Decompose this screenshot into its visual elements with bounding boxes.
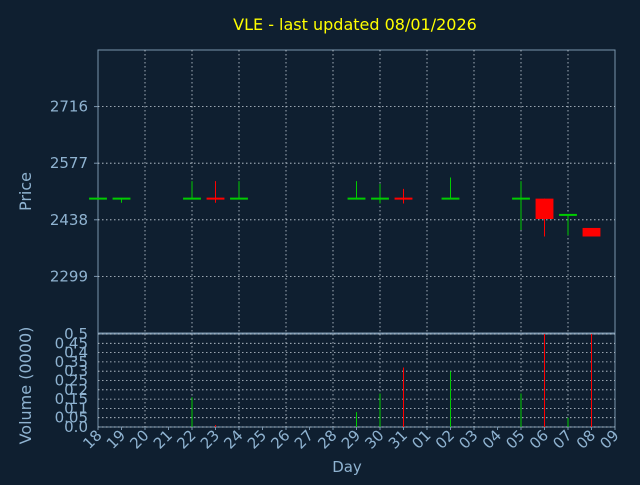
x-tick-label: 09 bbox=[596, 426, 622, 452]
chart-title: VLE - last updated 08/01/2026 bbox=[233, 15, 477, 34]
candle-body bbox=[582, 227, 601, 237]
candle-body bbox=[183, 197, 201, 200]
candle-body bbox=[112, 197, 131, 200]
price-tick-label: 2438 bbox=[50, 211, 88, 229]
x-tick-label: 19 bbox=[103, 426, 129, 452]
x-tick-label: 27 bbox=[291, 426, 317, 452]
price-tick-label: 2577 bbox=[50, 154, 88, 172]
volume-tick-label: 0.4 bbox=[64, 344, 88, 362]
candle-body bbox=[394, 197, 413, 200]
price-plot-frame bbox=[97, 49, 616, 334]
x-tick-label: 05 bbox=[502, 426, 528, 452]
candle-body bbox=[512, 197, 530, 200]
candle-body bbox=[559, 213, 577, 216]
x-tick-label: 30 bbox=[361, 426, 387, 452]
x-tick-label: 26 bbox=[267, 426, 293, 452]
price-tick-label: 2299 bbox=[50, 267, 88, 285]
volume-panel: 0.00.050.10.150.20.250.30.350.40.450.518… bbox=[55, 325, 623, 453]
x-tick-label: 08 bbox=[573, 426, 599, 452]
candle-body bbox=[230, 197, 248, 200]
x-tick-label: 20 bbox=[126, 426, 152, 452]
x-tick-label: 06 bbox=[526, 426, 552, 452]
volume-tick-label: 0.1 bbox=[64, 399, 88, 417]
candle-body bbox=[89, 197, 107, 200]
volume-tick-label: 0.05 bbox=[55, 409, 88, 427]
x-tick-label: 23 bbox=[197, 426, 223, 452]
x-tick-label: 25 bbox=[244, 426, 270, 452]
x-tick-label: 22 bbox=[173, 426, 199, 452]
volume-tick-label: 0.0 bbox=[64, 418, 88, 436]
x-tick-label: 28 bbox=[314, 426, 340, 452]
x-tick-label: 04 bbox=[479, 426, 505, 452]
x-tick-label: 07 bbox=[549, 426, 575, 452]
volume-tick-label: 0.35 bbox=[55, 353, 88, 371]
volume-tick-label: 0.45 bbox=[55, 334, 88, 352]
x-tick-label: 21 bbox=[150, 426, 176, 452]
x-tick-label: 24 bbox=[220, 426, 246, 452]
y-axis-label: Price bbox=[16, 172, 35, 211]
volume-tick-label: 0.2 bbox=[64, 381, 88, 399]
volume-tick-label: 0.3 bbox=[64, 362, 88, 380]
x-tick-label: 29 bbox=[338, 426, 364, 452]
price-panel: 2299 2438 2577 2716 bbox=[50, 49, 616, 334]
candle-body bbox=[371, 197, 389, 200]
candle-body bbox=[441, 197, 460, 200]
candle-body bbox=[347, 197, 366, 200]
candle-body bbox=[535, 198, 554, 219]
x-tick-label: 03 bbox=[455, 426, 481, 452]
candle-body bbox=[206, 197, 225, 200]
x-axis-label: Day bbox=[332, 458, 362, 476]
price-tick-label: 2716 bbox=[50, 98, 88, 116]
volume-axis-label: Volume (0000) bbox=[16, 327, 35, 445]
volume-tick-label: 0.25 bbox=[55, 372, 88, 390]
x-tick-label: 01 bbox=[408, 426, 434, 452]
volume-tick-label: 0.5 bbox=[64, 325, 88, 343]
volume-tick-label: 0.15 bbox=[55, 390, 88, 408]
x-tick-label: 31 bbox=[385, 426, 411, 452]
x-tick-label: 02 bbox=[432, 426, 458, 452]
